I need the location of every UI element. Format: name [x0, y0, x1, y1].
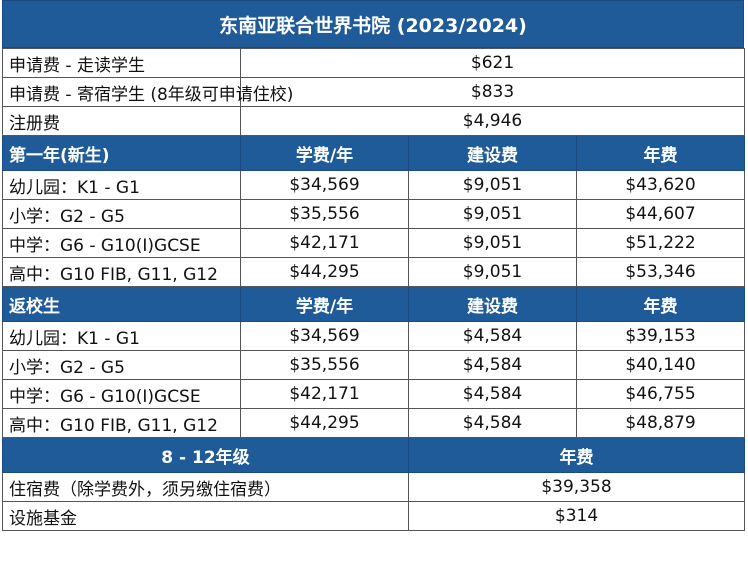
- annual-fee-cell: $48,879: [575, 408, 746, 438]
- section-header-returning-students: 返校生 学费/年 建设费 年费: [2, 286, 746, 322]
- column-header: 学费/年: [240, 135, 409, 171]
- boarding-fee-value: $39,358: [407, 472, 746, 502]
- annual-fee-cell: $51,222: [575, 228, 746, 258]
- page-title: 东南亚联合世界书院 (2023/2024): [2, 0, 744, 48]
- annual-fee-cell: $39,153: [575, 321, 746, 351]
- column-header: 返校生: [2, 286, 241, 322]
- tuition-cell: $34,569: [240, 321, 409, 351]
- section-header-new-students: 第一年(新生) 学费/年 建设费 年费: [2, 135, 746, 171]
- column-header: 第一年(新生): [2, 135, 241, 171]
- table-row: 住宿费（除学费外，须另缴住宿费） $39,358: [2, 472, 746, 502]
- grade-cell: 高中：G10 FIB, G11, G12: [2, 408, 241, 438]
- fee-value: $621: [239, 48, 746, 78]
- fee-value: $833: [239, 77, 746, 107]
- building-fee-cell: $4,584: [408, 350, 577, 380]
- fee-label: 申请费 - 走读学生: [2, 48, 241, 78]
- grade-cell: 小学：G2 - G5: [2, 199, 241, 229]
- facility-fund-value: $314: [407, 501, 746, 531]
- column-header: 年费: [575, 286, 746, 322]
- building-fee-cell: $4,584: [408, 379, 577, 409]
- tuition-cell: $44,295: [240, 257, 409, 287]
- grade-cell: 高中：G10 FIB, G11, G12: [2, 257, 241, 287]
- column-header: 学费/年: [240, 286, 409, 322]
- boarding-fee-label: 住宿费（除学费外，须另缴住宿费）: [2, 472, 409, 502]
- annual-fee-cell: $40,140: [575, 350, 746, 380]
- table-row: 中学：G6 - G10(I)GCSE $42,171 $4,584 $46,75…: [2, 379, 746, 409]
- building-fee-cell: $4,584: [408, 408, 577, 438]
- tuition-cell: $35,556: [240, 350, 409, 380]
- building-fee-cell: $9,051: [408, 199, 577, 229]
- annual-fee-cell: $44,607: [575, 199, 746, 229]
- table-row: 幼儿园：K1 - G1 $34,569 $4,584 $39,153: [2, 321, 746, 351]
- table-row: 小学：G2 - G5 $35,556 $9,051 $44,607: [2, 199, 746, 229]
- column-header: 建设费: [408, 286, 577, 322]
- tuition-cell: $44,295: [240, 408, 409, 438]
- fee-sheet: 东南亚联合世界书院 (2023/2024) 申请费 - 走读学生 $621 申请…: [2, 0, 746, 531]
- tuition-cell: $42,171: [240, 379, 409, 409]
- table-row: 幼儿园：K1 - G1 $34,569 $9,051 $43,620: [2, 170, 746, 200]
- annual-fee-cell: $43,620: [575, 170, 746, 200]
- fee-row-application-day: 申请费 - 走读学生 $621: [2, 48, 746, 78]
- grade-cell: 幼儿园：K1 - G1: [2, 170, 241, 200]
- grade-cell: 中学：G6 - G10(I)GCSE: [2, 379, 241, 409]
- table-row: 小学：G2 - G5 $35,556 $4,584 $40,140: [2, 350, 746, 380]
- section-header-boarding: 8 - 12年级 年费: [2, 437, 746, 473]
- building-fee-cell: $4,584: [408, 321, 577, 351]
- annual-fee-cell: $53,346: [575, 257, 746, 287]
- grade-cell: 中学：G6 - G10(I)GCSE: [2, 228, 241, 258]
- fee-table: 申请费 - 走读学生 $621 申请费 - 寄宿学生 (8年级可申请住校) $8…: [2, 48, 746, 531]
- table-row: 高中：G10 FIB, G11, G12 $44,295 $9,051 $53,…: [2, 257, 746, 287]
- grade-cell: 幼儿园：K1 - G1: [2, 321, 241, 351]
- column-header: 建设费: [408, 135, 577, 171]
- annual-fee-cell: $46,755: [575, 379, 746, 409]
- table-row: 高中：G10 FIB, G11, G12 $44,295 $4,584 $48,…: [2, 408, 746, 438]
- fee-label: 注册费: [2, 106, 241, 136]
- facility-fund-label: 设施基金: [2, 501, 409, 531]
- tuition-cell: $34,569: [240, 170, 409, 200]
- table-row: 中学：G6 - G10(I)GCSE $42,171 $9,051 $51,22…: [2, 228, 746, 258]
- column-header: 年费: [407, 437, 746, 473]
- fee-row-application-boarding: 申请费 - 寄宿学生 (8年级可申请住校) $833: [2, 77, 746, 107]
- building-fee-cell: $9,051: [408, 170, 577, 200]
- fee-row-registration: 注册费 $4,946: [2, 106, 746, 136]
- column-header: 年费: [575, 135, 746, 171]
- tuition-cell: $42,171: [240, 228, 409, 258]
- table-row: 设施基金 $314: [2, 501, 746, 531]
- column-header: 8 - 12年级: [2, 437, 409, 473]
- grade-cell: 小学：G2 - G5: [2, 350, 241, 380]
- building-fee-cell: $9,051: [408, 257, 577, 287]
- fee-label: 申请费 - 寄宿学生 (8年级可申请住校): [2, 77, 293, 107]
- building-fee-cell: $9,051: [408, 228, 577, 258]
- tuition-cell: $35,556: [240, 199, 409, 229]
- fee-value: $4,946: [239, 106, 746, 136]
